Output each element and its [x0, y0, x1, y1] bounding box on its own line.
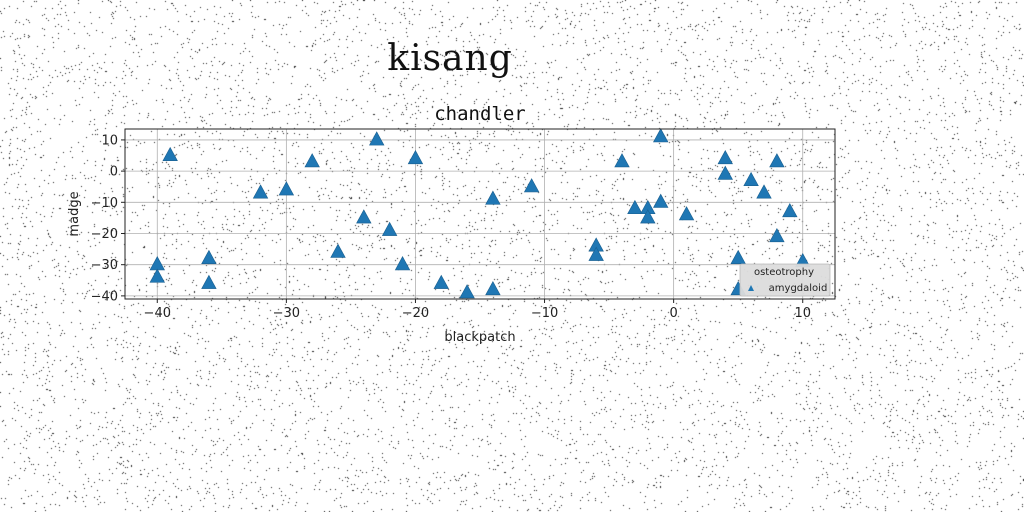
data-point: [627, 199, 643, 215]
data-point: [756, 184, 772, 199]
legend-marker-icon: [748, 285, 754, 291]
data-point: [640, 209, 656, 224]
data-point: [717, 165, 733, 180]
y-tick-label: −40: [91, 289, 118, 304]
data-point: [369, 131, 385, 146]
y-ticks: −40 −30 −20 −10 0 10: [91, 133, 125, 304]
plot-frame: [124, 128, 836, 300]
data-point: [717, 150, 733, 165]
data-point: [201, 274, 217, 289]
data-point: [252, 184, 269, 199]
data-point: [149, 268, 165, 283]
data-point: [730, 249, 746, 264]
data-point: [278, 181, 295, 196]
data-point: [485, 281, 501, 296]
data-point: [433, 274, 449, 289]
data-points: [149, 128, 811, 299]
data-point: [678, 206, 695, 221]
data-point: [304, 153, 320, 168]
y-tick-label: 0: [110, 165, 118, 180]
data-point: [356, 209, 372, 224]
grid: [125, 129, 835, 299]
data-point: [769, 227, 785, 243]
x-ticks: −40 −30 −20 −10 0 10: [144, 299, 811, 321]
data-point: [653, 128, 669, 143]
legend-box: [739, 263, 831, 297]
data-point: [381, 221, 398, 236]
y-tick-label: −10: [91, 196, 118, 211]
data-point: [588, 246, 604, 261]
data-point: [394, 256, 411, 271]
data-point: [743, 171, 759, 186]
data-point: [201, 249, 217, 264]
legend-entry-osteotrophy: osteotrophy: [754, 267, 814, 278]
data-point: [653, 193, 669, 208]
data-point: [459, 284, 475, 299]
x-tick-label: 0: [669, 306, 677, 321]
y-tick-label: 10: [101, 133, 118, 148]
x-tick-label: −40: [144, 306, 171, 321]
data-point: [162, 146, 178, 162]
legend-entry-amygdaloid: amygdaloid: [769, 283, 828, 294]
x-tick-label: −20: [402, 306, 429, 321]
x-tick-label: 10: [794, 306, 811, 321]
data-point: [485, 190, 501, 205]
legend: osteotrophy amygdaloid: [739, 263, 831, 297]
data-point: [407, 150, 424, 165]
x-tick-label: −10: [531, 306, 558, 321]
data-point: [769, 153, 785, 168]
y-axis-label: madge: [67, 191, 82, 236]
figure-suptitle: kisang: [387, 38, 513, 79]
x-axis-label: blackpatch: [444, 330, 515, 345]
chart-title: chandler: [434, 103, 526, 125]
data-point: [330, 243, 346, 258]
x-tick-label: −30: [273, 306, 300, 321]
data-point: [614, 153, 630, 168]
data-point: [149, 256, 165, 271]
data-point: [782, 203, 798, 218]
data-point: [523, 178, 540, 193]
y-tick-label: −20: [91, 227, 118, 242]
y-tick-label: −30: [91, 258, 118, 273]
